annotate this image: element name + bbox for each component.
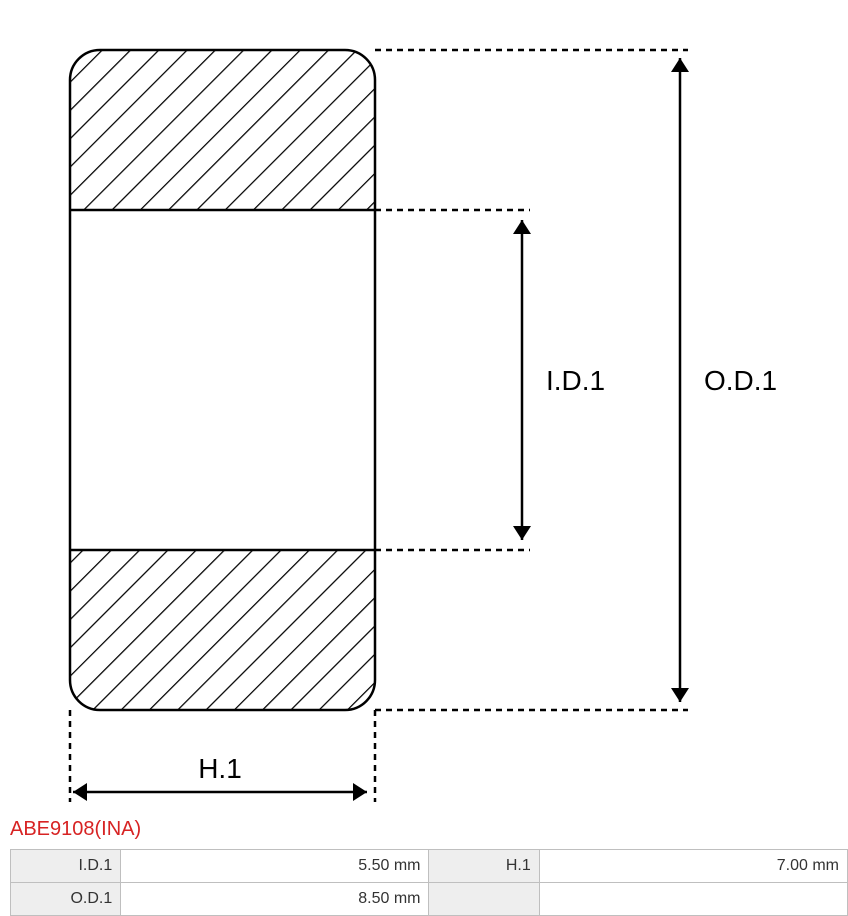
table-row: I.D.1 5.50 mm H.1 7.00 mm	[11, 850, 848, 883]
svg-text:I.D.1: I.D.1	[546, 365, 605, 396]
spec-label: H.1	[429, 850, 539, 883]
spec-value: 5.50 mm	[121, 850, 429, 883]
spec-table: I.D.1 5.50 mm H.1 7.00 mm O.D.1 8.50 mm	[10, 849, 848, 916]
spec-value	[539, 883, 847, 916]
table-row: O.D.1 8.50 mm	[11, 883, 848, 916]
cross-section-diagram: I.D.1 O.D.1 H.1	[0, 10, 848, 810]
part-title: ABE9108(INA)	[0, 810, 848, 849]
svg-text:H.1: H.1	[198, 753, 242, 784]
svg-text:O.D.1: O.D.1	[704, 365, 777, 396]
spec-label	[429, 883, 539, 916]
spec-value: 7.00 mm	[539, 850, 847, 883]
diagram-container: I.D.1 O.D.1 H.1	[0, 0, 848, 810]
spec-value: 8.50 mm	[121, 883, 429, 916]
spec-label: I.D.1	[11, 850, 121, 883]
spec-label: O.D.1	[11, 883, 121, 916]
